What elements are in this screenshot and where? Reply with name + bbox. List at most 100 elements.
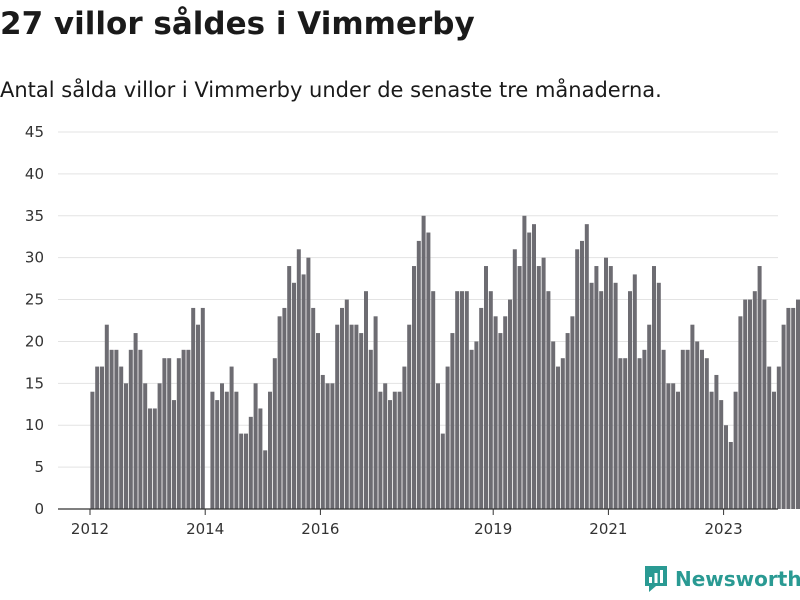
y-tick-label: 45 [25, 123, 44, 141]
bar [215, 400, 220, 509]
bar [522, 215, 527, 509]
bar [234, 391, 239, 509]
bar [695, 341, 700, 509]
bar [248, 416, 253, 509]
bar [157, 383, 162, 509]
bar [124, 383, 128, 509]
bar [752, 291, 757, 509]
bar [479, 307, 484, 509]
bar [536, 266, 541, 509]
bar [368, 349, 373, 509]
bar [575, 249, 580, 510]
bar [498, 333, 503, 509]
bar [628, 291, 632, 509]
bar [637, 358, 642, 509]
bar [325, 383, 330, 509]
bar [335, 324, 340, 509]
bar [469, 349, 474, 509]
bar [796, 299, 800, 509]
y-tick-label: 20 [25, 332, 44, 350]
bar [292, 282, 296, 509]
bar [282, 307, 287, 509]
bar [656, 282, 661, 509]
bar [167, 358, 172, 509]
bar [488, 291, 493, 509]
bar [320, 374, 325, 509]
bar [512, 249, 517, 510]
bar [186, 349, 191, 509]
bar [762, 299, 767, 509]
bar [306, 257, 311, 509]
bar [560, 358, 565, 509]
bar [388, 400, 392, 509]
bar [714, 374, 719, 509]
bar [594, 266, 599, 509]
bar [724, 425, 728, 509]
bar [258, 408, 263, 509]
bar [104, 324, 109, 509]
chart-title: 27 villor såldes i Vimmerby [0, 6, 475, 42]
bar [152, 408, 157, 509]
bar [738, 316, 743, 509]
chart-subtitle: Antal sålda villor i Vimmerby under de s… [0, 78, 662, 102]
bar [239, 433, 244, 509]
bar [344, 299, 349, 509]
bar [671, 383, 676, 509]
bar [632, 274, 637, 509]
bar [364, 291, 368, 509]
bar [517, 266, 522, 509]
bar [757, 266, 762, 509]
bar [704, 358, 709, 509]
bar [277, 316, 282, 509]
bar [791, 307, 796, 509]
bar [661, 349, 666, 509]
bar [128, 349, 133, 509]
bar [767, 366, 772, 509]
bar [676, 391, 680, 509]
bar [407, 324, 412, 509]
bar [652, 266, 656, 509]
bar [100, 366, 104, 509]
bar [210, 391, 215, 509]
bar [268, 391, 272, 509]
bar [719, 400, 724, 509]
bar [114, 349, 119, 509]
y-tick-label: 0 [34, 500, 44, 518]
bar [181, 349, 186, 509]
bar [431, 291, 436, 509]
bar [301, 274, 306, 509]
y-tick-label: 10 [25, 416, 44, 434]
bar [743, 299, 748, 509]
bar [666, 383, 671, 509]
bar [680, 349, 685, 509]
y-tick-label: 35 [25, 207, 44, 225]
y-tick-label: 15 [25, 374, 44, 392]
x-tick-label: 2023 [705, 520, 743, 538]
bar [244, 433, 248, 509]
y-tick-label: 5 [34, 458, 44, 476]
bar [253, 383, 258, 509]
bar [584, 224, 589, 509]
bar [503, 316, 508, 509]
bar [340, 307, 344, 509]
bar [580, 240, 584, 509]
bar [464, 291, 469, 509]
bar [440, 433, 445, 509]
bar [546, 291, 551, 509]
bar [728, 441, 733, 509]
bar [359, 333, 364, 509]
bar [484, 266, 488, 509]
bar [402, 366, 407, 509]
bar [474, 341, 479, 509]
bar [176, 358, 181, 509]
bar [349, 324, 354, 509]
bar [565, 333, 570, 509]
x-tick-label: 2014 [186, 520, 224, 538]
bar [311, 307, 316, 509]
bar [541, 257, 546, 509]
newsworthy-logo-text: Newsworthy [675, 567, 800, 591]
bar [460, 291, 464, 509]
bar [354, 324, 359, 509]
bar [623, 358, 628, 509]
bar [527, 232, 532, 510]
